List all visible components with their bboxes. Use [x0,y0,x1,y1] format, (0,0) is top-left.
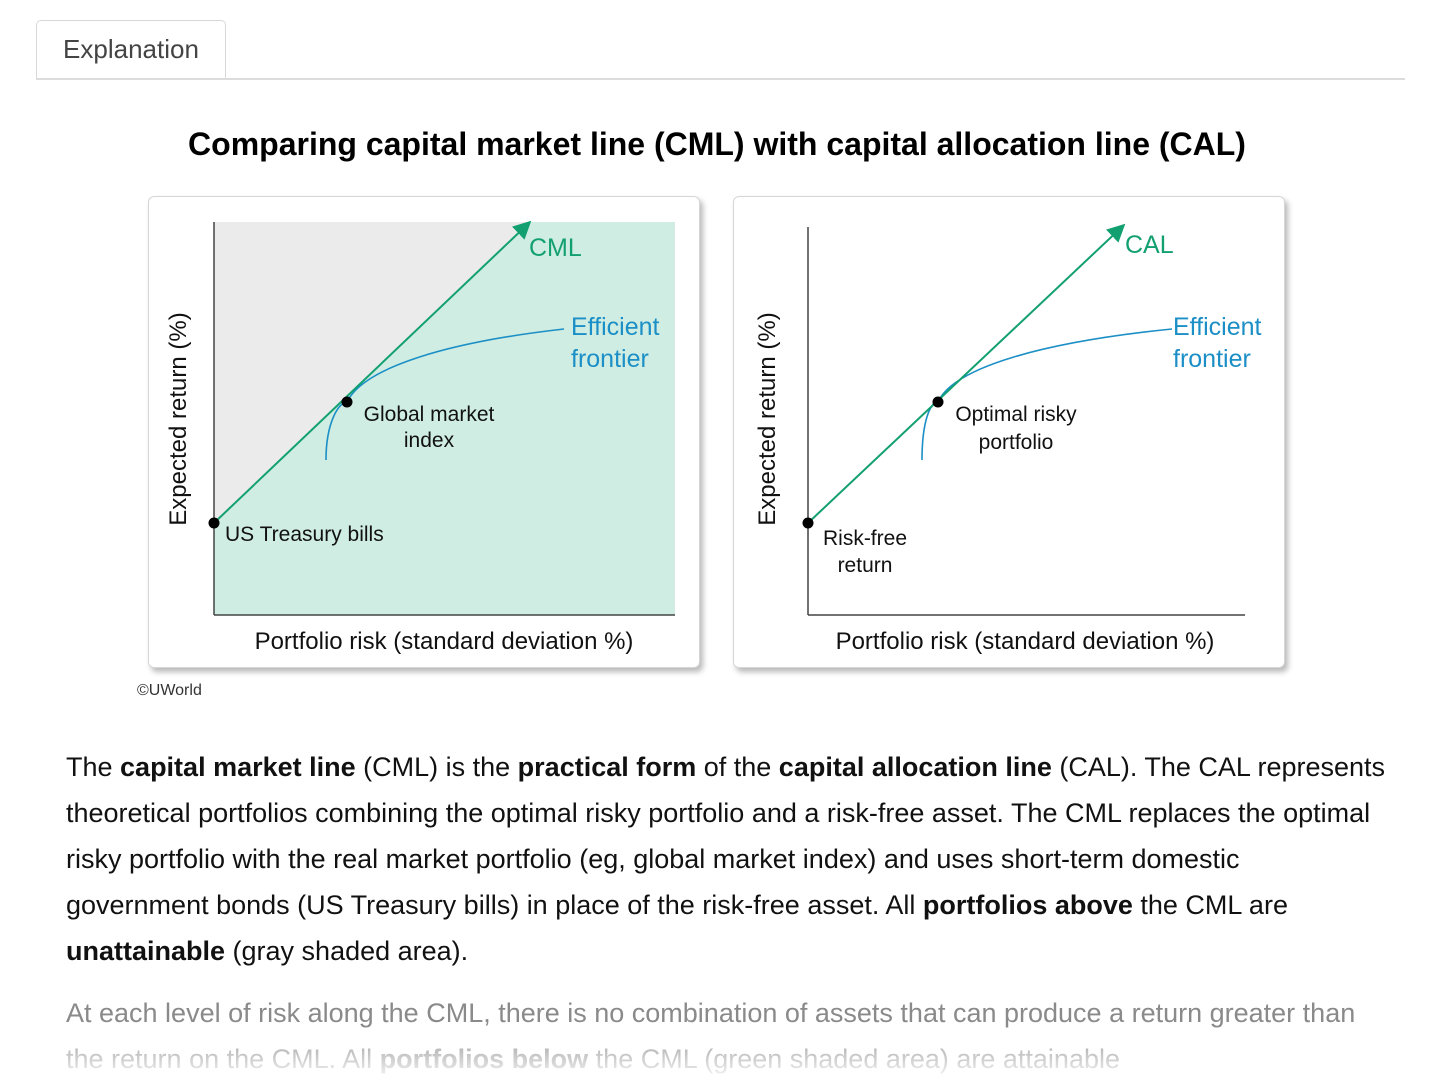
bold-term: unattainable [66,936,226,966]
explanation-paragraph-1: The capital market line (CML) is the pra… [66,744,1386,974]
optimal-portfolio-label-line2: portfolio [979,431,1054,454]
bold-term: capital allocation line [778,752,1052,782]
text-run: (CML) is the [355,752,518,782]
cml-chart: CML Efficient frontier Global market ind… [165,220,675,655]
x-axis-label: Portfolio risk (standard deviation %) [255,628,634,655]
frontier-label-line1: Efficient [1173,313,1262,341]
cml-line [213,220,532,524]
y-axis-label: Expected return (%) [165,312,192,525]
text-run: of the [696,752,779,782]
copyright-notice: ©UWorld [137,682,202,699]
cal-chart: CAL Efficient frontier Optimal risky por… [754,223,1262,655]
risk-free-point [802,517,814,529]
x-axis-label: Portfolio risk (standard deviation %) [836,628,1215,655]
text-run: (CAL). The CAL represents theoretical po… [66,752,1386,920]
text-run: (gray shaded area). [225,936,469,966]
global-market-index-point [341,396,353,408]
treasury-bills-label: US Treasury bills [225,523,384,546]
risk-free-label-line1: Risk-free [823,527,907,550]
market-index-label-line1: Global market [364,403,495,426]
optimal-risky-portfolio-point [932,396,944,408]
bold-term: portfolios above [922,890,1133,920]
risk-free-label-line2: return [838,554,893,577]
optimal-portfolio-label-line1: Optimal risky [955,403,1077,426]
frontier-label-line1: Efficient [571,313,660,341]
tab-bar: Explanation [36,20,1405,80]
market-index-label-line2: index [404,429,455,452]
attainable-green-area [214,222,675,615]
frontier-label-line2: frontier [1173,345,1251,373]
efficient-frontier-curve [921,328,1173,461]
bold-term: capital market line [120,752,356,782]
text-run: The [66,752,121,782]
treasury-bills-point [208,517,220,529]
tab-explanation[interactable]: Explanation [36,20,226,78]
cal-line [807,223,1126,524]
text-run: the CML are [1132,890,1288,920]
bold-term: practical form [517,752,697,782]
y-axis-label: Expected return (%) [754,312,781,525]
figure-title: Comparing capital market line (CML) with… [188,126,1246,162]
cml-chart-panel: CML Efficient frontier Global market ind… [148,196,700,668]
frontier-label-line2: frontier [571,345,649,373]
cml-label: CML [529,234,582,262]
efficient-frontier-curve [325,328,565,461]
scroll-fade-overlay [0,1030,1440,1080]
cal-label: CAL [1125,231,1174,259]
cal-chart-panel: CAL Efficient frontier Optimal risky por… [733,196,1285,668]
